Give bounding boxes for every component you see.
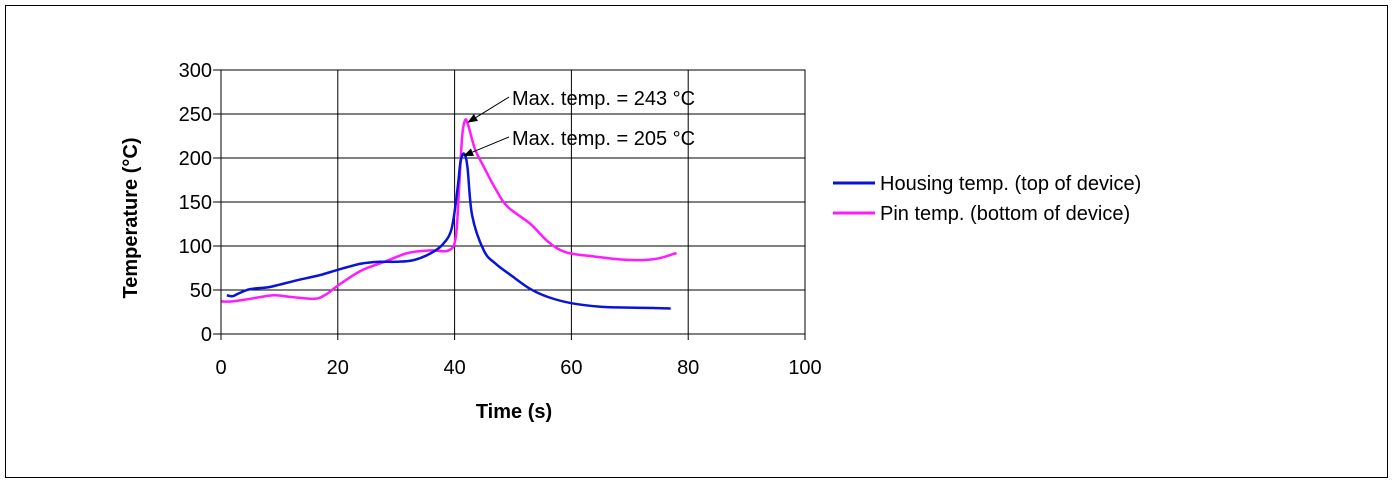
x-tick-label: 80 [677, 357, 699, 379]
x-tick-label: 60 [560, 357, 582, 379]
figure-frame [5, 5, 1388, 478]
y-tick-label: 0 [201, 324, 212, 346]
legend-label-0: Housing temp. (top of device) [880, 173, 1141, 195]
x-tick-label: 0 [215, 357, 226, 379]
annotations: Max. temp. = 243 °C Max. temp. = 205 °C [463, 88, 695, 157]
legend-label-1: Pin temp. (bottom of device) [880, 203, 1130, 225]
plot-area [220, 69, 806, 335]
x-tick-label: 40 [443, 357, 465, 379]
y-tick-label: 300 [179, 60, 212, 82]
y-tick-label: 250 [179, 104, 212, 126]
y-tick-label: 150 [179, 192, 212, 214]
y-tick-label: 200 [179, 148, 212, 170]
series-line-0 [226, 152, 671, 310]
y-tick-label: 100 [179, 236, 212, 258]
axis-ticks: 0 50 100 150 200 250 300 0 20 40 60 80 100 [179, 60, 822, 379]
y-tick-label: 50 [190, 280, 212, 302]
x-tick-label: 100 [788, 357, 821, 379]
annotation-arrow [467, 96, 510, 123]
annotation-label: Max. temp. = 243 °C [512, 88, 695, 110]
x-axis-label: Time (s) [476, 401, 552, 423]
series-lines [220, 118, 677, 310]
y-axis-label: Temperature (°C) [120, 138, 142, 299]
annotation-arrow [463, 136, 510, 157]
legend: Housing temp. (top of device) Pin temp. (… [833, 173, 1141, 225]
annotation-label: Max. temp. = 205 °C [512, 128, 695, 150]
x-tick-label: 20 [327, 357, 349, 379]
